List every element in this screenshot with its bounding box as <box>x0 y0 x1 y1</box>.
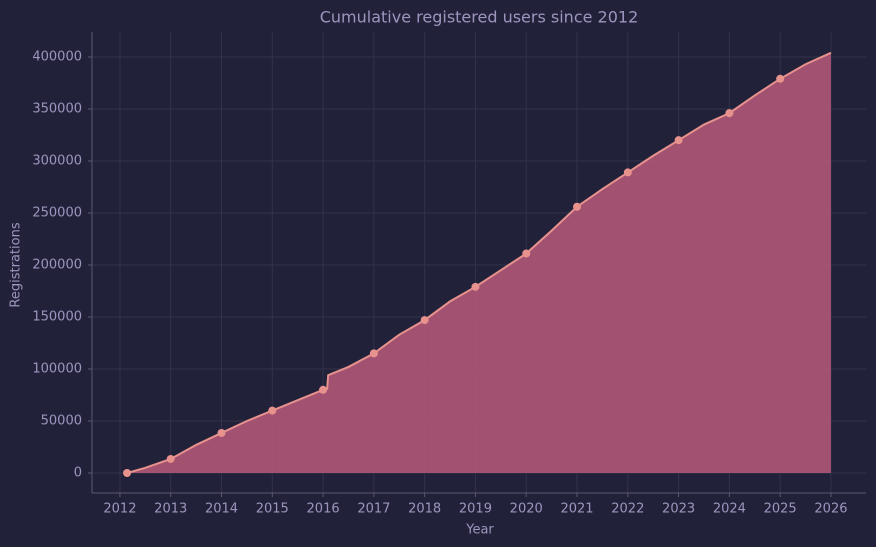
x-tick-label: 2025 <box>764 502 797 517</box>
marker <box>319 385 328 394</box>
x-tick-label: 2018 <box>408 502 441 517</box>
x-axis-label: Year <box>465 523 494 538</box>
x-tick-label: 2022 <box>611 502 644 517</box>
x-tick-label: 2021 <box>560 502 593 517</box>
y-axis-label: Registrations <box>9 222 24 307</box>
marker <box>268 406 277 415</box>
x-tick-label: 2012 <box>103 502 136 517</box>
area <box>127 52 831 473</box>
marker <box>123 468 132 477</box>
marker <box>623 168 632 177</box>
y-tick-label: 300000 <box>32 153 82 168</box>
x-tick-label: 2015 <box>256 502 289 517</box>
marker <box>725 109 734 118</box>
marker <box>420 316 429 325</box>
x-tick-label: 2019 <box>459 502 492 517</box>
x-tick-label: 2024 <box>713 502 746 517</box>
x-tick-label: 2017 <box>357 502 390 517</box>
y-tick-label: 150000 <box>32 309 82 324</box>
y-tick-label: 50000 <box>41 413 82 428</box>
marker <box>369 349 378 358</box>
marker <box>573 202 582 211</box>
y-tick-label: 350000 <box>32 101 82 116</box>
x-tick-label: 2023 <box>662 502 695 517</box>
y-tick-label: 100000 <box>32 361 82 376</box>
line <box>126 51 832 474</box>
y-tick-label: 250000 <box>32 205 82 220</box>
x-tick-label: 2020 <box>510 502 543 517</box>
marker <box>776 74 785 83</box>
y-tick-label: 0 <box>74 465 82 480</box>
x-tick-label: 2013 <box>154 502 187 517</box>
x-tick-label: 2026 <box>814 502 847 517</box>
x-tick-label: 2014 <box>205 502 238 517</box>
marker <box>217 428 226 437</box>
y-tick-label: 200000 <box>32 257 82 272</box>
x-tick-label: 2016 <box>307 502 340 517</box>
marker <box>674 136 683 145</box>
y-tick-label: 400000 <box>32 49 82 64</box>
marker <box>166 454 175 463</box>
marker <box>522 249 531 258</box>
marker <box>471 282 480 291</box>
chart-title: Cumulative registered users since 2012 <box>320 8 639 27</box>
